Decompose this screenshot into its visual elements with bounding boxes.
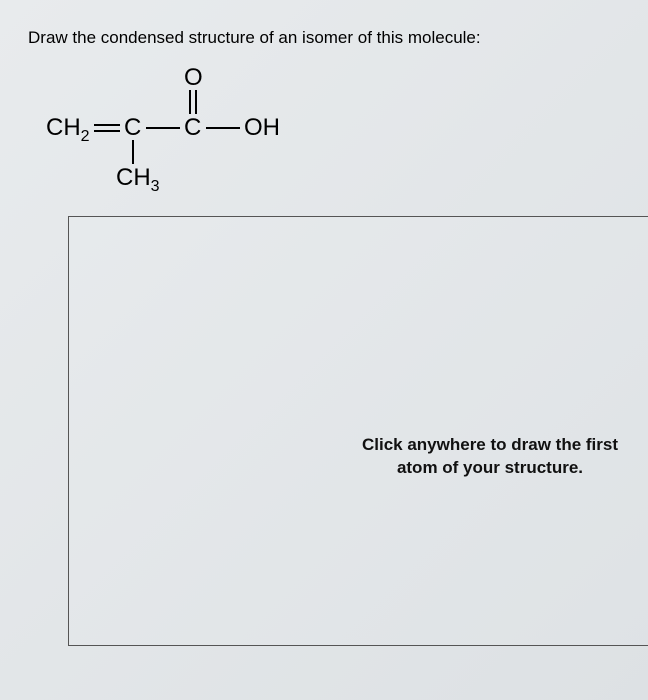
- drawing-canvas[interactable]: Click anywhere to draw the first atom of…: [68, 216, 648, 646]
- atom-c1: C: [124, 116, 141, 140]
- bond-single-cc: [146, 127, 180, 129]
- atom-ch2-sub: 2: [81, 128, 90, 145]
- atom-oh: OH: [244, 116, 280, 140]
- molecule-structure: O CH2 C C OH CH3: [46, 66, 326, 196]
- atom-ch2: CH2: [46, 116, 90, 145]
- canvas-placeholder: Click anywhere to draw the first atom of…: [362, 434, 618, 480]
- atom-ch3-sub: 3: [151, 178, 160, 195]
- atom-ch3-text: CH: [116, 164, 151, 191]
- atom-oxygen-top: O: [184, 66, 203, 90]
- placeholder-line-1: Click anywhere to draw the first: [362, 435, 618, 454]
- question-prompt: Draw the condensed structure of an isome…: [28, 28, 648, 48]
- bond-double-h-1b: [94, 130, 120, 132]
- atom-ch3: CH3: [116, 166, 160, 195]
- placeholder-line-2: atom of your structure.: [397, 458, 583, 477]
- atom-ch2-text: CH: [46, 114, 81, 141]
- bond-single-coh: [206, 127, 240, 129]
- bond-double-vertical-2: [195, 90, 197, 114]
- bond-single-vert-ch3: [132, 140, 134, 164]
- bond-double-h-1a: [94, 124, 120, 126]
- atom-c2: C: [184, 116, 201, 140]
- bond-double-vertical-1: [189, 90, 191, 114]
